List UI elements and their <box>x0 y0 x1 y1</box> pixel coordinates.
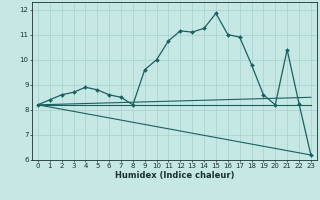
X-axis label: Humidex (Indice chaleur): Humidex (Indice chaleur) <box>115 171 234 180</box>
